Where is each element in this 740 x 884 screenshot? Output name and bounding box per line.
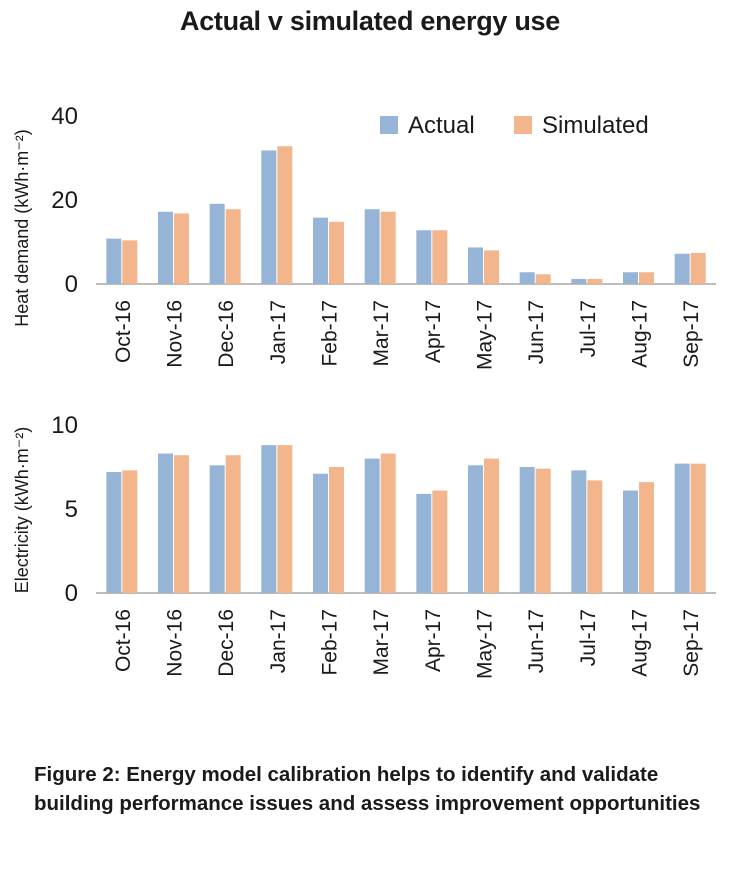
bar-actual-apr-17 (416, 230, 432, 284)
bar-simulated-nov-16 (174, 213, 189, 284)
bar-actual-aug-17 (623, 490, 638, 593)
x-tick-label: Jan-17 (267, 300, 290, 364)
x-tick-label: Sep-17 (680, 300, 703, 368)
bar-simulated-may-17 (484, 250, 499, 284)
y-tick-label: 0 (65, 271, 78, 298)
bar-simulated-nov-16 (174, 455, 189, 593)
bar-actual-apr-17 (416, 493, 432, 593)
bar-simulated-aug-17 (639, 272, 654, 284)
x-tick-label: Aug-17 (629, 609, 652, 677)
x-tick-label: Sep-17 (680, 609, 703, 677)
x-tick-label: Jun-17 (525, 300, 548, 364)
bar-actual-feb-17 (313, 473, 328, 593)
bar-simulated-feb-17 (329, 467, 344, 593)
heat-demand-chart: 0 20 40 Heat demand (kWh·m⁻²) Oct-16 Nov-16 De… (12, 103, 716, 370)
bar-actual-jul-17 (571, 470, 587, 593)
x-tick-label: Jan-17 (267, 609, 290, 673)
x-tick-label: Apr-17 (422, 300, 445, 363)
x-tick-label: May-17 (474, 300, 497, 370)
x-tick-label: Aug-17 (629, 300, 652, 368)
bar-actual-sep-17 (674, 253, 690, 284)
bar-actual-nov-16 (158, 453, 173, 593)
bar-actual-jun-17 (519, 272, 535, 284)
bar-actual-may-17 (468, 247, 483, 284)
x-tick-label: Oct-16 (112, 609, 135, 672)
bar-simulated-mar-17 (380, 211, 396, 284)
bar-simulated-apr-17 (432, 230, 448, 284)
legend-label-simulated: Simulated (542, 112, 649, 139)
x-tick-label: Oct-16 (112, 300, 135, 363)
bar-simulated-aug-17 (639, 482, 654, 593)
bar-actual-sep-17 (674, 463, 690, 593)
bar-actual-jan-17 (261, 445, 277, 593)
bar-simulated-mar-17 (380, 453, 396, 593)
x-tick-label: Apr-17 (422, 609, 445, 672)
legend-swatch-actual (380, 116, 398, 134)
bar-simulated-dec-16 (225, 455, 241, 593)
bar-actual-dec-16 (209, 465, 225, 593)
bar-actual-feb-17 (313, 217, 328, 284)
bar-actual-aug-17 (623, 272, 638, 284)
x-tick-label: Jun-17 (525, 609, 548, 673)
y-axis-label: Heat demand (kWh·m⁻²) (12, 129, 32, 327)
bar-simulated-apr-17 (432, 490, 448, 593)
bar-simulated-oct-16 (122, 470, 138, 593)
x-tick-label: Jul-17 (577, 609, 600, 666)
bar-actual-mar-17 (364, 209, 380, 284)
bar-simulated-sep-17 (690, 252, 706, 284)
figure-caption: Figure 2: Energy model calibration helps… (34, 763, 701, 815)
bar-simulated-jan-17 (277, 146, 293, 284)
x-tick-label: Feb-17 (319, 609, 342, 676)
bar-actual-oct-16 (106, 238, 122, 284)
bar-simulated-sep-17 (690, 463, 706, 593)
x-tick-label: Jul-17 (577, 300, 600, 357)
legend-label-actual: Actual (408, 112, 475, 139)
y-tick-label: 40 (51, 103, 78, 130)
x-tick-label: Dec-16 (215, 300, 238, 368)
bar-actual-jul-17 (571, 278, 587, 284)
bar-actual-jan-17 (261, 150, 277, 284)
bar-actual-dec-16 (209, 203, 225, 284)
bar-actual-mar-17 (364, 458, 380, 593)
bar-actual-may-17 (468, 465, 483, 593)
bar-simulated-jul-17 (587, 278, 603, 284)
legend-swatch-simulated (514, 116, 532, 134)
bar-simulated-may-17 (484, 458, 499, 593)
y-tick-label: 5 (65, 496, 78, 523)
y-tick-label: 10 (51, 412, 78, 439)
y-tick-label: 20 (51, 187, 78, 214)
x-tick-label: Dec-16 (215, 609, 238, 677)
x-tick-label: Nov-16 (164, 300, 187, 368)
x-tick-label: Mar-17 (370, 300, 393, 367)
bar-actual-oct-16 (106, 472, 122, 593)
bar-simulated-jun-17 (535, 274, 551, 284)
bar-simulated-feb-17 (329, 221, 344, 284)
chart-title: Actual v simulated energy use (180, 6, 560, 36)
x-tick-label: Mar-17 (370, 609, 393, 676)
y-tick-label: 0 (65, 580, 78, 607)
bar-actual-nov-16 (158, 211, 173, 284)
x-tick-label: Nov-16 (164, 609, 187, 677)
bar-simulated-jul-17 (587, 480, 603, 593)
x-tick-label: May-17 (474, 609, 497, 679)
bar-simulated-jan-17 (277, 445, 293, 593)
x-tick-label: Feb-17 (319, 300, 342, 367)
bar-actual-jun-17 (519, 467, 535, 593)
electricity-chart: 0 5 10 Electricity (kWh·m⁻²) Oct-16 Nov-16 Dec… (12, 412, 716, 679)
bar-simulated-dec-16 (225, 209, 241, 284)
y-axis-label: Electricity (kWh·m⁻²) (12, 427, 32, 593)
bar-simulated-oct-16 (122, 240, 138, 284)
bar-simulated-jun-17 (535, 468, 551, 593)
